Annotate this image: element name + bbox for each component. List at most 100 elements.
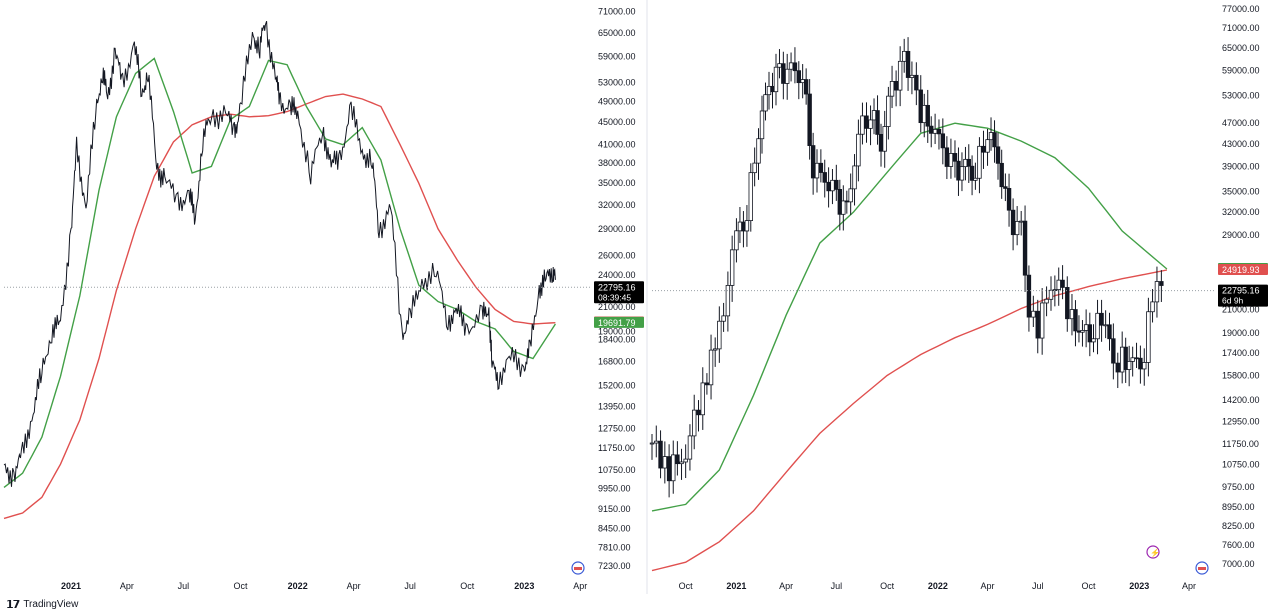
candle-body [725, 285, 731, 317]
price-line [3, 20, 556, 487]
candle-body [1107, 324, 1112, 340]
x-tick-label: Oct [460, 581, 475, 591]
candle-body [654, 440, 659, 444]
y-tick-label: 8250.00 [1222, 521, 1255, 531]
candle-body [675, 454, 680, 465]
candle-body [792, 62, 798, 72]
candle-body [882, 126, 887, 152]
candle-body [1142, 362, 1147, 370]
y-tick-label: 59000.00 [1222, 66, 1260, 76]
candle-body [683, 458, 688, 463]
candle-body [1010, 209, 1016, 236]
candle-body [1060, 279, 1065, 288]
candle-body [777, 63, 782, 68]
x-tick-label: Oct [234, 581, 249, 591]
candle-body [875, 110, 880, 135]
x-tick-label: Apr [573, 581, 587, 591]
candle-body [905, 50, 911, 78]
x-tick-label: Apr [347, 581, 361, 591]
candle-body [1080, 330, 1085, 333]
candle-body [886, 95, 891, 127]
y-tick-label: 24000.00 [598, 270, 636, 280]
candle-body [679, 461, 684, 465]
y-tick-label: 35000.00 [1222, 186, 1260, 196]
ma-value-label: 19691.79 [598, 318, 636, 328]
weekly-chart-panel[interactable]: 77000.00 71000.00 65000.00 59000.00 53000.00… [649, 4, 1268, 591]
last-price-badge [594, 281, 644, 304]
x-tick-label: Apr [120, 581, 134, 591]
candle-body [981, 145, 986, 153]
candle-body [918, 89, 923, 124]
y-tick-label: 12950.00 [1222, 417, 1260, 427]
y-tick-label: 53000.00 [1222, 90, 1260, 100]
candle-body [856, 133, 861, 167]
candle-body [1134, 357, 1139, 360]
candle-body [992, 132, 997, 148]
candle-body [729, 249, 735, 286]
slow-moving-average-line [3, 93, 556, 520]
y-tick-label: 13950.00 [598, 402, 636, 412]
candle-body [1014, 221, 1020, 236]
x-tick-label: Jul [1032, 581, 1044, 591]
candle-body [818, 162, 824, 173]
candle-body [759, 110, 765, 140]
y-tick-label: 19000.00 [1222, 328, 1260, 338]
y-tick-label: 21000.00 [1222, 305, 1260, 315]
candle-body [871, 110, 877, 121]
y-tick-label: 9750.00 [1222, 482, 1255, 492]
y-tick-label: 32000.00 [1222, 207, 1260, 217]
x-tick-label: 2022 [928, 581, 948, 591]
candle-body [744, 220, 750, 232]
x-tick-label: Jul [831, 581, 843, 591]
y-tick-label: 71000.00 [598, 6, 636, 16]
candle-body [834, 179, 839, 190]
candle-body [763, 94, 768, 112]
daily-chart-panel[interactable]: 71000.00 65000.00 59000.00 53000.00 49000.00… [3, 6, 644, 591]
candle-body [830, 179, 835, 192]
candle-body [1138, 357, 1143, 370]
y-tick-label: 18400.00 [598, 334, 636, 344]
candle-body [969, 165, 975, 181]
y-tick-label: 39000.00 [1222, 161, 1260, 171]
y-tick-label: 71000.00 [1222, 23, 1260, 33]
y-tick-label: 41000.00 [598, 140, 636, 150]
candle-body [988, 132, 994, 141]
candle-body [1035, 310, 1040, 339]
candle-body [837, 189, 843, 215]
candle-body [717, 320, 722, 350]
countdown-label: 08:39:45 [598, 292, 631, 302]
candle-body [909, 74, 915, 78]
candle-body [662, 456, 668, 469]
candle-body [1087, 324, 1093, 343]
candle-body [1048, 289, 1054, 300]
candle-body [848, 188, 853, 203]
candle-body [687, 435, 693, 460]
candle-body [756, 138, 761, 164]
fast-moving-average-line [3, 57, 556, 488]
candle-body [770, 85, 775, 93]
candle-body [929, 125, 934, 134]
candle-body [1076, 330, 1082, 333]
candle-body [708, 349, 714, 386]
candle-body [956, 160, 961, 181]
candle-body [948, 153, 954, 167]
candle-body [700, 382, 705, 416]
y-tick-label: 9150.00 [598, 504, 631, 514]
candle-body [893, 81, 899, 91]
candle-body [814, 162, 820, 179]
y-tick-label: 11750.00 [598, 443, 635, 453]
candle-body [796, 70, 801, 84]
countdown-label: 6d 9h [1222, 296, 1244, 306]
candle-body [1026, 274, 1032, 318]
candle-body [901, 50, 907, 62]
candle-body [878, 133, 884, 152]
candle-body [649, 442, 655, 445]
candle-body [1056, 279, 1061, 290]
y-tick-label: 26000.00 [598, 250, 636, 260]
y-tick-label: 21000.00 [598, 302, 636, 312]
last-price-label: 22795.16 [1222, 286, 1260, 296]
last-price-badge [1218, 284, 1268, 307]
footer-brand: TradingView [23, 599, 79, 610]
candle-body [936, 128, 942, 135]
